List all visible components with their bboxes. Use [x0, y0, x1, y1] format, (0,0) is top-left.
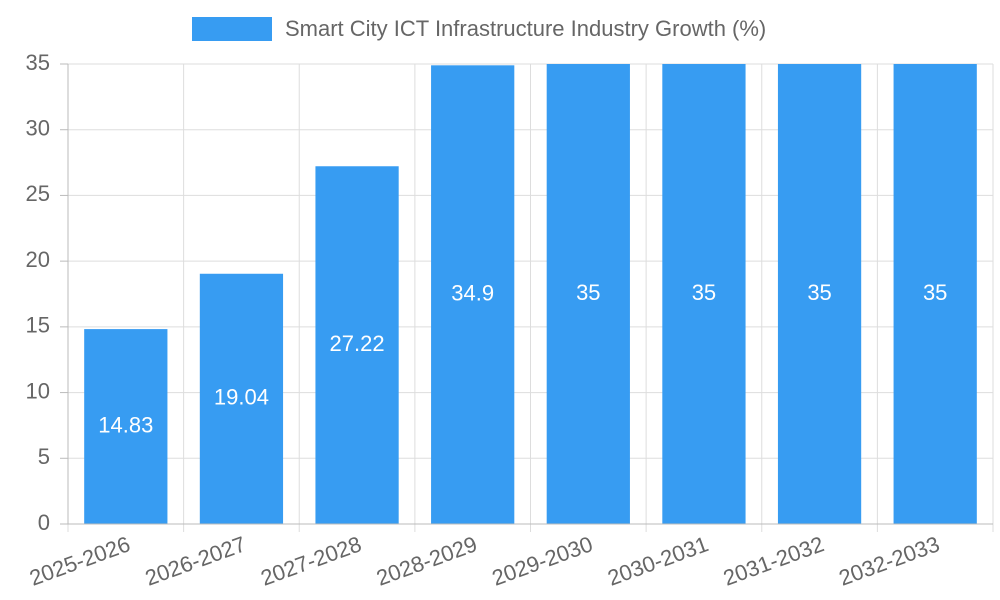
y-tick-label: 15: [26, 313, 50, 338]
bar[interactable]: [777, 64, 862, 524]
legend-swatch: [192, 17, 272, 41]
y-tick-label: 25: [26, 181, 50, 206]
bar-value-label: 35: [692, 280, 716, 305]
y-tick-label: 35: [26, 50, 50, 75]
y-tick-label: 20: [26, 247, 50, 272]
bar-value-label: 14.83: [98, 412, 153, 437]
legend-label: Smart City ICT Infrastructure Industry G…: [285, 16, 767, 41]
bar-value-label: 35: [923, 280, 947, 305]
bar[interactable]: [431, 65, 515, 525]
bar[interactable]: [199, 273, 284, 524]
x-tick-label: 2031-2032: [720, 531, 827, 590]
bar-value-label: 35: [807, 280, 831, 305]
x-tick-label: 2032-2033: [835, 531, 942, 590]
x-tick-label: 2026-2027: [142, 531, 249, 590]
y-tick-label: 30: [26, 116, 50, 141]
bar-value-label: 35: [576, 280, 600, 305]
bar-value-label: 27.22: [330, 331, 385, 356]
bar[interactable]: [84, 329, 168, 524]
bar[interactable]: [893, 64, 977, 524]
bars: [84, 64, 977, 525]
bar[interactable]: [546, 64, 630, 524]
bar[interactable]: [315, 166, 399, 524]
bar-value-label: 34.9: [451, 280, 494, 305]
x-tick-label: 2029-2030: [489, 531, 596, 590]
x-tick-label: 2030-2031: [604, 531, 711, 590]
x-tick-label: 2028-2029: [373, 531, 480, 590]
y-tick-label: 0: [38, 510, 50, 535]
legend[interactable]: Smart City ICT Infrastructure Industry G…: [192, 16, 766, 42]
x-tick-label: 2027-2028: [257, 531, 364, 590]
data-labels: 14.83 19.04 27.22 34.9 35 35 35 35: [98, 280, 947, 438]
y-tick-label: 10: [26, 378, 50, 403]
bar[interactable]: [662, 64, 746, 524]
bar-value-label: 19.04: [214, 385, 269, 410]
x-tick-label: 2025-2026: [26, 531, 133, 590]
y-tick-label: 5: [38, 444, 50, 469]
